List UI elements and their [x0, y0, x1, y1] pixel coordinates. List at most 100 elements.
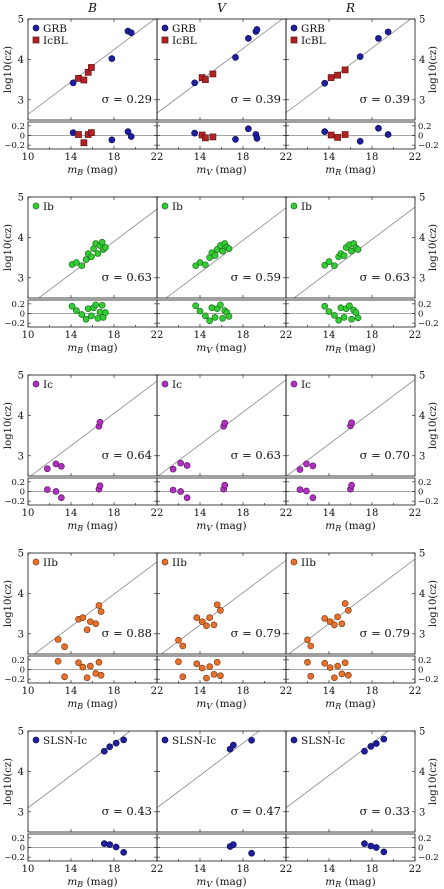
data-point-iib — [304, 636, 311, 644]
data-point-grb — [191, 79, 198, 87]
data-point-ib — [94, 250, 102, 257]
residual-tick-label-left: −0.2 — [4, 141, 25, 151]
residual-tick-label-right: −0.2 — [418, 675, 439, 685]
legend-label: GRB — [301, 23, 325, 35]
sigma-annotation: σ = 0.63 — [102, 270, 152, 284]
residual-tick-label-right: 0 — [418, 666, 423, 676]
residual-point-ib — [78, 311, 86, 318]
data-point-ib — [98, 238, 106, 246]
residual-point-iib — [213, 658, 221, 666]
residual-point-ic — [221, 481, 229, 489]
y-tick-label-right: 5 — [419, 549, 425, 560]
y-tick-label-left: 3 — [18, 273, 24, 284]
x-tick-label: 10 — [22, 152, 35, 163]
x-tick-label: 18 — [366, 152, 379, 163]
x-tick-label: 22 — [409, 152, 422, 163]
y-tick-label-right: 5 — [419, 371, 425, 382]
legend-marker — [32, 558, 40, 566]
residual-tick-label-right: −0.2 — [418, 141, 439, 151]
data-point-iib — [175, 636, 182, 644]
residual-point-iib — [75, 659, 82, 667]
sigma-annotation: σ = 0.39 — [360, 92, 410, 106]
residual-point-ib — [325, 308, 333, 315]
legend-label: SLSN-Ic — [301, 735, 345, 747]
residual-point-ic — [183, 494, 191, 502]
x-tick-label: 18 — [237, 330, 250, 341]
residual-tick-label-left: 0.2 — [11, 478, 25, 488]
panel-r: 14 18 22 mR (mag) Ic σ = 0.70 — [285, 374, 421, 533]
data-point-iib — [92, 620, 100, 628]
main-panel-frame — [285, 374, 416, 477]
residual-point-iib — [97, 671, 105, 679]
x-tick-label: 14 — [65, 508, 78, 519]
data-point-slsn-ic — [106, 743, 114, 751]
sigma-annotation: σ = 0.79 — [360, 626, 410, 640]
residual-point-grb — [245, 125, 252, 133]
y-tick-label-right: 5 — [419, 727, 425, 738]
panel-v: 14 18 22 mV (mag) Ic σ = 0.63 — [156, 374, 292, 533]
residual-point-icbl — [88, 129, 95, 136]
x-tick-label: 22 — [280, 152, 293, 163]
residual-point-ib — [217, 301, 224, 309]
data-point-iib — [334, 613, 341, 621]
residual-tick-label-right: 0.2 — [418, 656, 432, 666]
data-point-ib — [331, 262, 338, 270]
legend-marker — [32, 36, 40, 44]
residual-point-ic — [303, 487, 310, 495]
panel-b: 10 14 18 22 mB (mag) Ib σ = 0.63 — [22, 196, 163, 355]
x-tick-label: 10 — [22, 330, 35, 341]
x-tick-label: 22 — [409, 864, 422, 875]
y-tick-label-left: 4 — [18, 411, 24, 422]
data-point-ib — [73, 259, 80, 266]
data-point-grb — [253, 26, 261, 33]
residual-tick-label-right: 0.2 — [418, 122, 432, 132]
residual-point-ic — [309, 494, 317, 502]
data-point-ic — [96, 418, 104, 426]
data-point-ic — [348, 419, 355, 427]
legend-label: IIb — [301, 557, 316, 569]
residual-point-iib — [203, 674, 210, 682]
residual-point-slsn-ic — [229, 841, 237, 848]
y-axis-label-right: log10(cz) — [428, 402, 439, 449]
x-tick-label: 18 — [366, 330, 379, 341]
y-tick-label-left: 5 — [18, 727, 24, 738]
x-tick-label: 18 — [366, 864, 379, 875]
legend-label: Ib — [43, 201, 54, 213]
y-tick-label-right: 4 — [419, 55, 425, 66]
residual-point-iib — [61, 673, 68, 681]
residual-point-iib — [338, 670, 346, 678]
residual-tick-label-left: 0 — [20, 844, 25, 854]
residual-point-slsn-ic — [248, 849, 255, 857]
y-axis-label-right: log10(cz) — [428, 758, 439, 805]
x-axis-label: mB (mag) — [67, 520, 117, 533]
residual-point-iib — [198, 664, 206, 672]
residual-point-ib — [346, 302, 353, 310]
data-point-iib — [198, 618, 206, 626]
y-axis-label-left: log10(cz) — [3, 580, 14, 627]
y-tick-label-left: 3 — [18, 807, 24, 818]
y-axis-label-right: log10(cz) — [428, 224, 439, 271]
residual-point-grb — [375, 124, 382, 132]
legend-label: IcBL — [172, 35, 197, 47]
data-point-icbl — [341, 66, 349, 74]
data-point-iib — [338, 620, 346, 628]
data-point-iib — [206, 614, 214, 621]
data-point-ib — [88, 253, 95, 261]
sigma-annotation: σ = 0.39 — [231, 92, 281, 106]
residual-point-iib — [321, 659, 329, 667]
data-point-grb — [356, 53, 364, 60]
x-tick-label: 18 — [108, 152, 121, 163]
y-tick-label-right: 5 — [419, 15, 425, 26]
residual-tick-label-right: −0.2 — [418, 319, 439, 329]
data-point-slsn-ic — [112, 739, 120, 747]
data-point-ic — [43, 465, 51, 473]
residual-point-iib — [83, 674, 91, 682]
chart-row-ic: 10 14 18 22 mB (mag) Ic σ = 0.64 14 18 22 mV (mag)… — [3, 371, 439, 534]
x-tick-label: 18 — [237, 686, 250, 697]
legend-marker — [161, 380, 169, 388]
y-tick-label-left: 3 — [18, 95, 24, 106]
data-point-ib — [78, 262, 86, 270]
residual-tick-label-left: −0.2 — [4, 319, 25, 329]
residual-point-iib — [175, 658, 182, 666]
